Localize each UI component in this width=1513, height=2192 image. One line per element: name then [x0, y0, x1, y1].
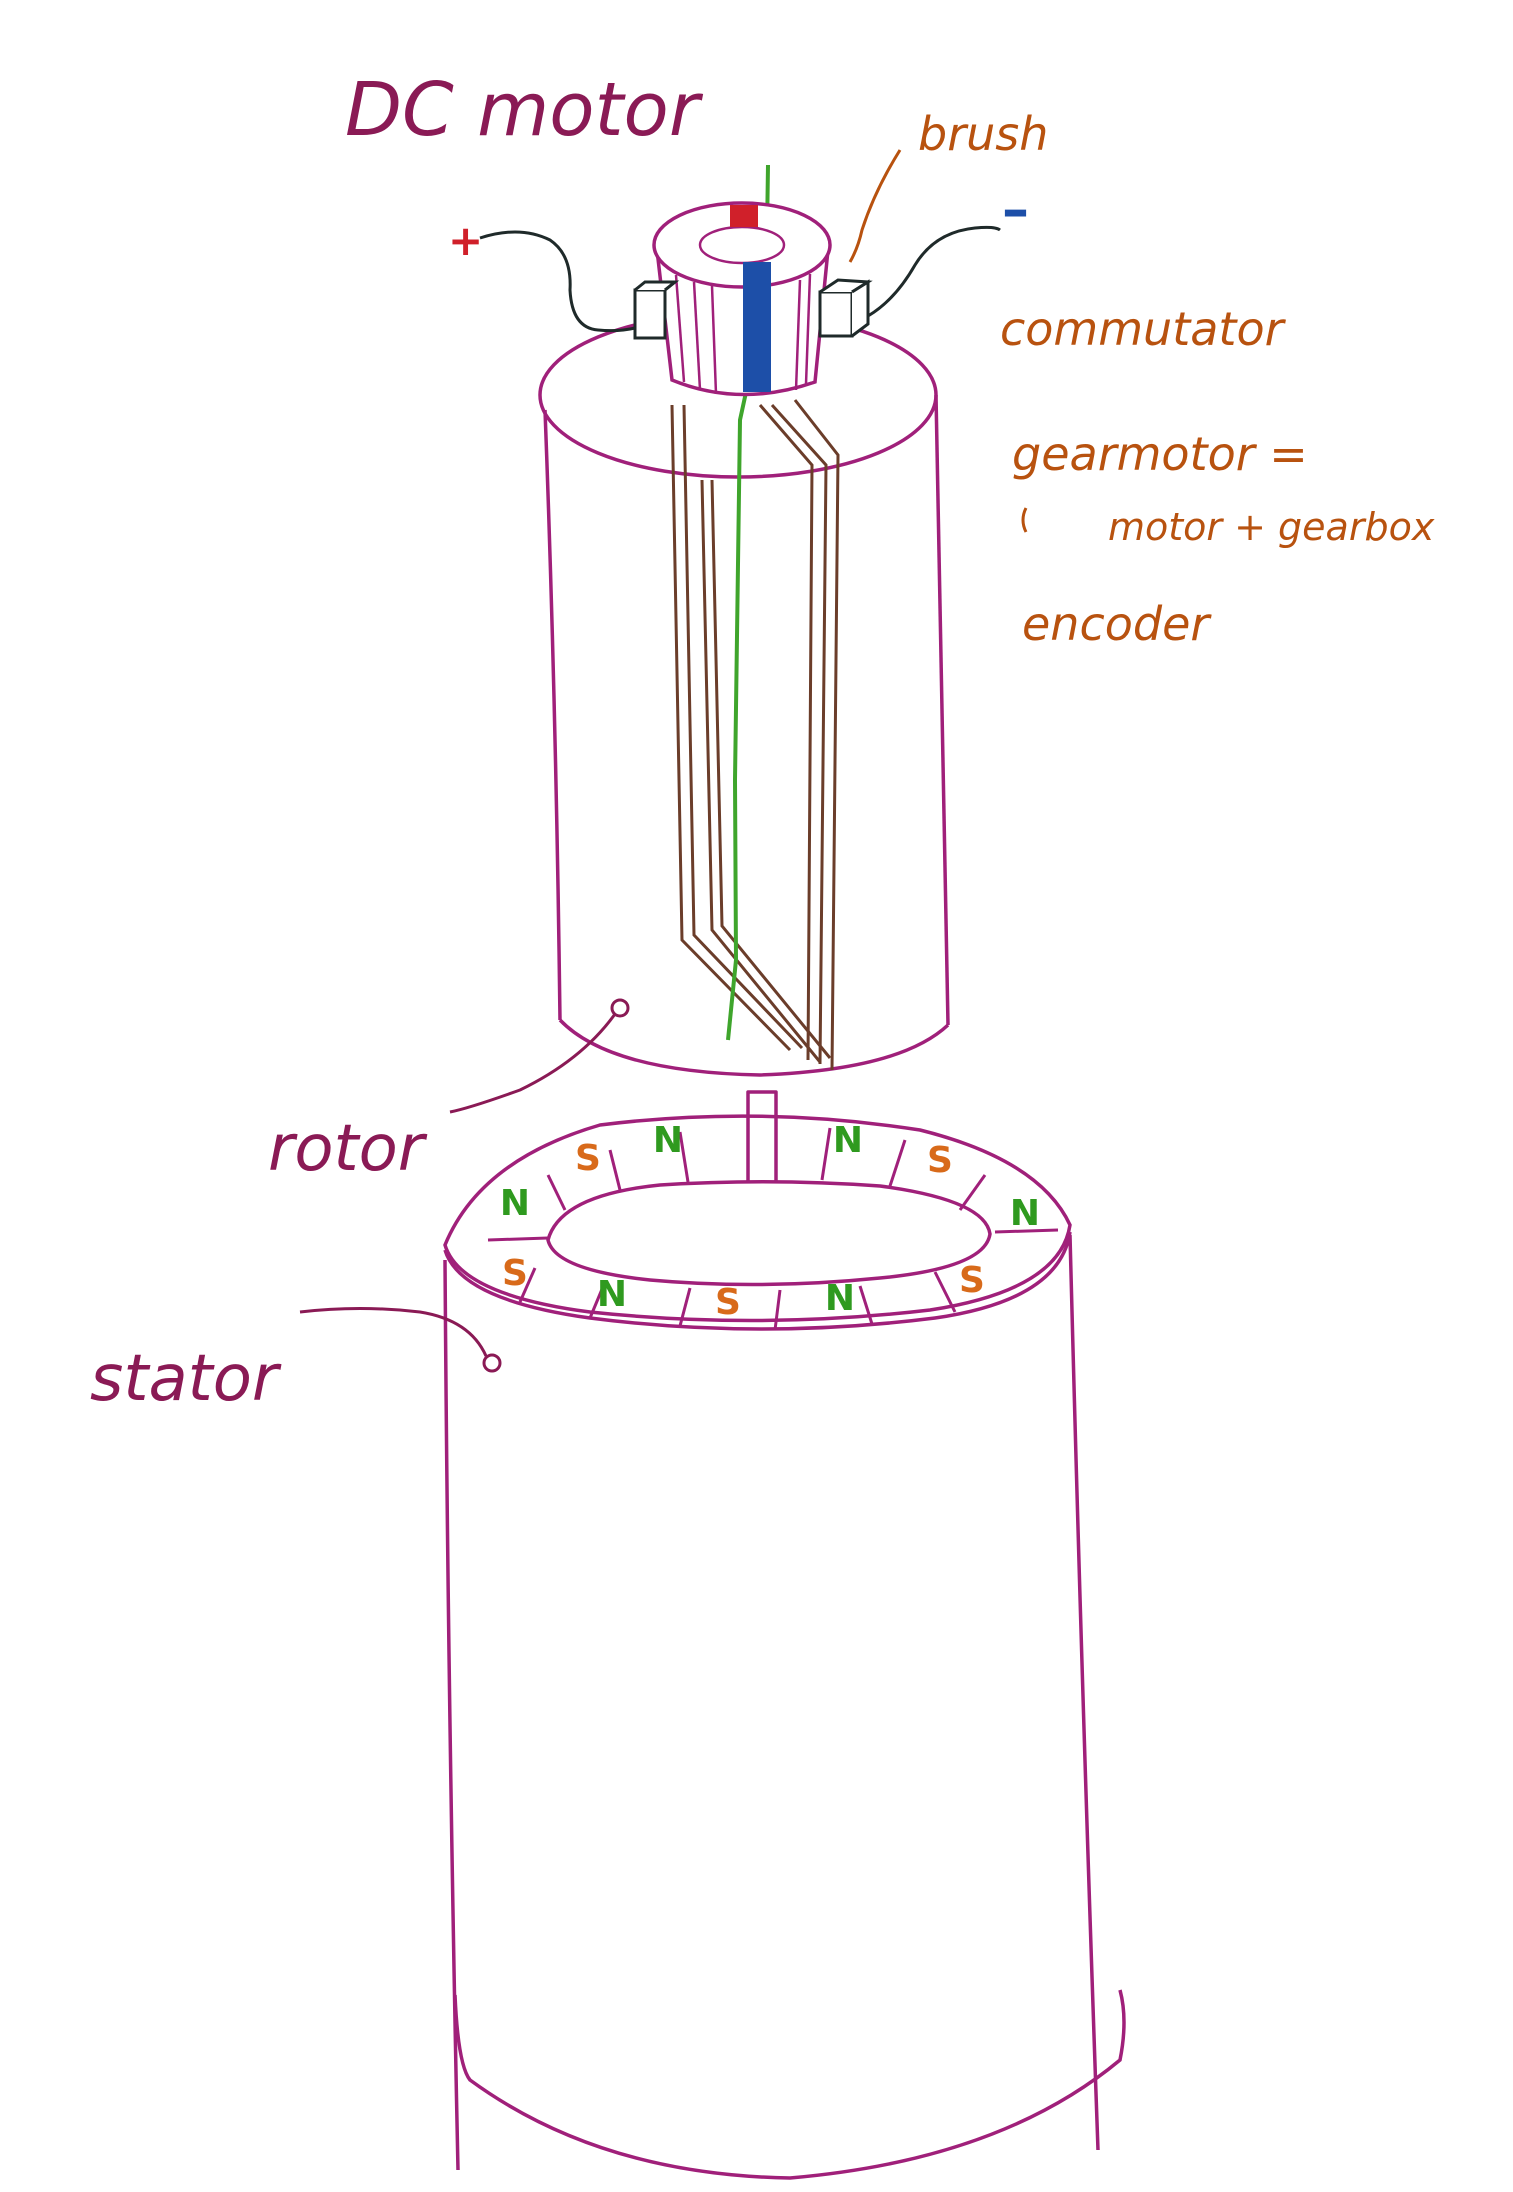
negative-terminal: –: [1002, 178, 1029, 241]
magnet-bottom-4: N: [825, 1278, 855, 1319]
magnet-bottom-5: S: [959, 1260, 985, 1301]
commutator-red-segment: [730, 205, 758, 227]
commutator-label: commutator: [1000, 302, 1287, 356]
rotor: [538, 311, 950, 1077]
gearmotor-definition: motor + gearbox: [1108, 505, 1435, 549]
negative-wire: [867, 225, 1001, 318]
magnet-top-1: S: [575, 1138, 601, 1179]
positive-terminal: +: [448, 216, 483, 265]
magnet-top-5: N: [500, 1183, 530, 1224]
stator-marker-dot: [482, 1353, 502, 1373]
commutator-segments: [674, 273, 812, 395]
commutator: [652, 201, 832, 397]
magnets-top-row: S N S N N S N: [500, 1120, 1040, 1234]
magnet-bottom-1: S: [502, 1253, 528, 1294]
positive-wire: [479, 230, 636, 333]
stator-top-inner: [546, 1179, 992, 1287]
magnet-bottom-3: S: [715, 1282, 741, 1323]
stator: S N S N N S N S N S N S: [443, 1114, 1126, 2180]
rotor-leader-line: [449, 1013, 617, 1114]
magnet-dividers: [487, 1127, 1059, 1331]
right-brush: [818, 278, 873, 338]
stator-left-side: [443, 1259, 460, 2171]
commutator-top: [652, 201, 832, 289]
rotor-right-side: [934, 394, 950, 1026]
brush-leader-line: [848, 149, 902, 263]
stator-leader-line: [299, 1307, 488, 1357]
encoder-label: encoder: [1022, 597, 1212, 651]
magnet-top-2: N: [653, 1120, 683, 1161]
stator-top-outer: [443, 1114, 1072, 1323]
stator-right-side: [1068, 1234, 1100, 2151]
rotor-label: rotor: [268, 1112, 428, 1186]
title: DC motor: [345, 67, 704, 153]
magnets-bottom-row: S N S N S: [502, 1253, 985, 1323]
magnet-bottom-2: N: [597, 1274, 627, 1315]
rotor-bottom-curve: [558, 1018, 950, 1077]
stator-ring-front-edge: [443, 1231, 1072, 1331]
armature-windings: [670, 399, 840, 1071]
commutator-body: [655, 249, 830, 397]
stator-label: stator: [90, 1342, 282, 1416]
commutator-blue-segment: [743, 262, 771, 392]
gearmotor-bracket: [1021, 507, 1028, 533]
magnet-top-4: N: [833, 1120, 863, 1161]
rotor-left-side: [543, 409, 562, 1021]
left-brush: [633, 280, 680, 340]
brush-label: brush: [918, 107, 1048, 161]
magnet-top-7: N: [1010, 1193, 1040, 1234]
rotor-marker-dot: [610, 998, 630, 1018]
stator-bottom-curve: [453, 1989, 1126, 2180]
gearmotor-label: gearmotor =: [1012, 427, 1308, 481]
magnet-top-6: S: [927, 1140, 953, 1181]
